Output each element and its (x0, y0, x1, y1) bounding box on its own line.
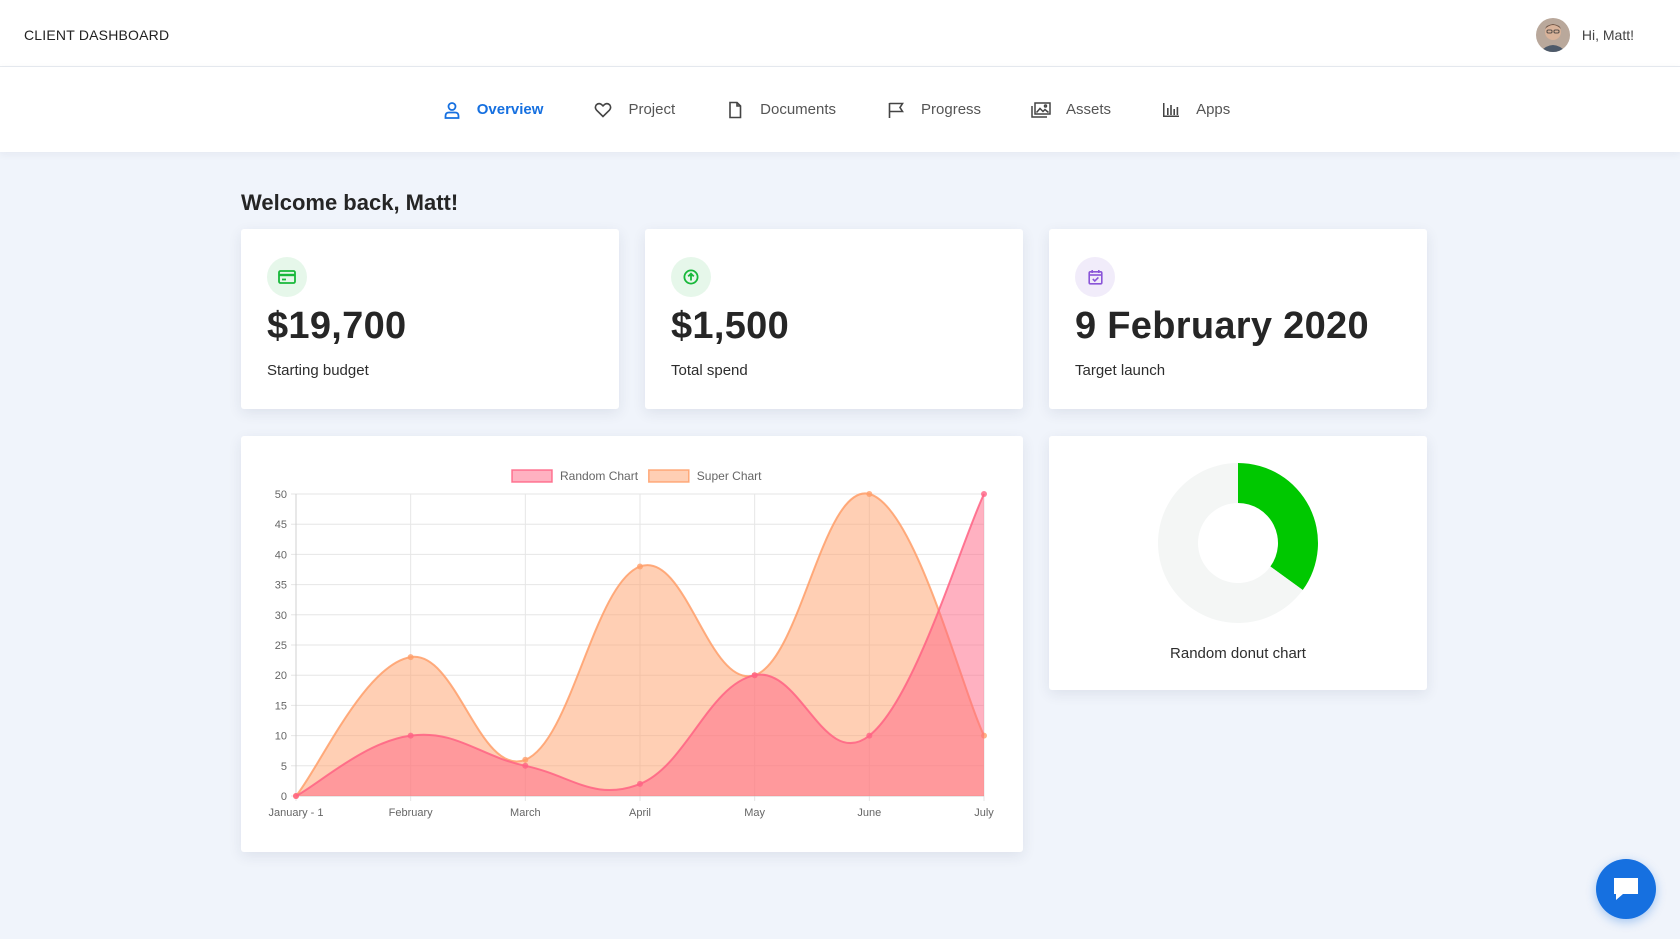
data-point (293, 793, 299, 799)
credit-card-icon (267, 257, 307, 297)
area-chart: 0 5 10 15 20 25 30 35 40 45 50 January - 1 February M… (268, 469, 994, 819)
legend-swatch (648, 469, 690, 483)
legend-label: Random Chart (560, 469, 639, 483)
x-tick-label: June (857, 807, 881, 819)
series-area (296, 494, 984, 796)
heart-icon (593, 100, 613, 120)
y-tick-label: 0 (281, 791, 287, 803)
nav-label-overview: Overview (476, 101, 544, 118)
chat-button[interactable] (1596, 859, 1656, 919)
data-point (407, 654, 414, 661)
data-point (407, 732, 414, 739)
donut-chart-card: Random donut chart (1049, 436, 1427, 690)
bar-chart-icon (1161, 100, 1181, 120)
donut-slice (1158, 463, 1303, 623)
stat-label: Total spend (671, 362, 748, 379)
donut-chart-label: Random donut chart (1170, 645, 1306, 662)
data-point (981, 491, 987, 497)
y-tick-label: 10 (275, 731, 287, 743)
data-point (637, 780, 643, 787)
nav-item-assets[interactable]: Assets (1031, 100, 1111, 120)
user-menu[interactable]: Hi, Matt! (1535, 18, 1634, 52)
nav-label-progress: Progress (921, 101, 982, 118)
y-tick-label: 5 (281, 761, 287, 773)
x-tick-label: April (629, 807, 651, 819)
y-tick-label: 45 (275, 519, 287, 531)
nav-item-apps[interactable]: Apps (1161, 100, 1230, 120)
page-title: Welcome back, Matt! (241, 190, 459, 215)
chart-legend: Random Chart Super Chart (511, 469, 762, 483)
x-tick-label: May (744, 807, 765, 819)
nav-label-project: Project (628, 101, 676, 118)
y-tick-label: 15 (275, 700, 287, 712)
data-point (637, 563, 643, 570)
x-tick-label: February (389, 807, 434, 819)
main-nav: Overview Project Documents Progress Asse… (0, 67, 1680, 152)
stat-value: $1,500 (671, 305, 790, 347)
nav-label-assets: Assets (1066, 101, 1112, 118)
legend-swatch (511, 469, 553, 483)
data-point (522, 756, 529, 763)
nav-label-apps: Apps (1196, 101, 1231, 118)
data-point (522, 762, 529, 769)
area-chart-card: 0 5 10 15 20 25 30 35 40 45 50 January - 1 February M… (241, 436, 1023, 852)
x-tick-label: July (974, 807, 994, 819)
data-point (866, 491, 873, 497)
top-bar: CLIENT DASHBOARD Hi, Matt! (0, 0, 1680, 67)
calendar-check-icon (1075, 257, 1115, 297)
legend-label: Super Chart (697, 469, 762, 483)
y-tick-label: 20 (275, 670, 287, 682)
stat-card-spend: $1,500 Total spend (645, 229, 1023, 409)
x-tick-label: March (510, 807, 541, 819)
y-tick-label: 40 (275, 549, 287, 561)
nav-item-project[interactable]: Project (593, 100, 675, 120)
nav-item-documents[interactable]: Documents (725, 100, 836, 120)
arrow-up-circle-icon (671, 257, 711, 297)
series-line (295, 493, 985, 797)
data-point (751, 672, 758, 679)
document-icon (725, 100, 745, 120)
chat-bubble-icon (1611, 875, 1641, 903)
flag-icon (886, 100, 906, 120)
user-greeting: Hi, Matt! (1581, 27, 1634, 43)
stat-card-launch: 9 February 2020 Target launch (1049, 229, 1427, 409)
data-point (866, 732, 873, 739)
stat-value: $19,700 (267, 305, 407, 347)
stat-label: Target launch (1075, 362, 1166, 379)
y-tick-label: 50 (275, 489, 287, 501)
user-icon (442, 100, 462, 120)
stat-label: Starting budget (267, 362, 369, 379)
stat-card-budget: $19,700 Starting budget (241, 229, 619, 409)
avatar[interactable] (1535, 18, 1570, 52)
images-icon (1031, 100, 1051, 120)
donut-chart (1158, 463, 1318, 623)
nav-item-overview[interactable]: Overview (442, 100, 544, 120)
y-tick-label: 35 (275, 580, 287, 592)
x-tick-label: January - 1 (268, 807, 323, 819)
y-tick-label: 30 (275, 610, 287, 622)
y-tick-label: 25 (275, 640, 287, 652)
donut-slice (1238, 463, 1318, 591)
nav-label-documents: Documents (760, 101, 837, 118)
brand-title[interactable]: CLIENT DASHBOARD (24, 27, 170, 43)
nav-item-progress[interactable]: Progress (886, 100, 981, 120)
stat-value: 9 February 2020 (1075, 305, 1369, 347)
